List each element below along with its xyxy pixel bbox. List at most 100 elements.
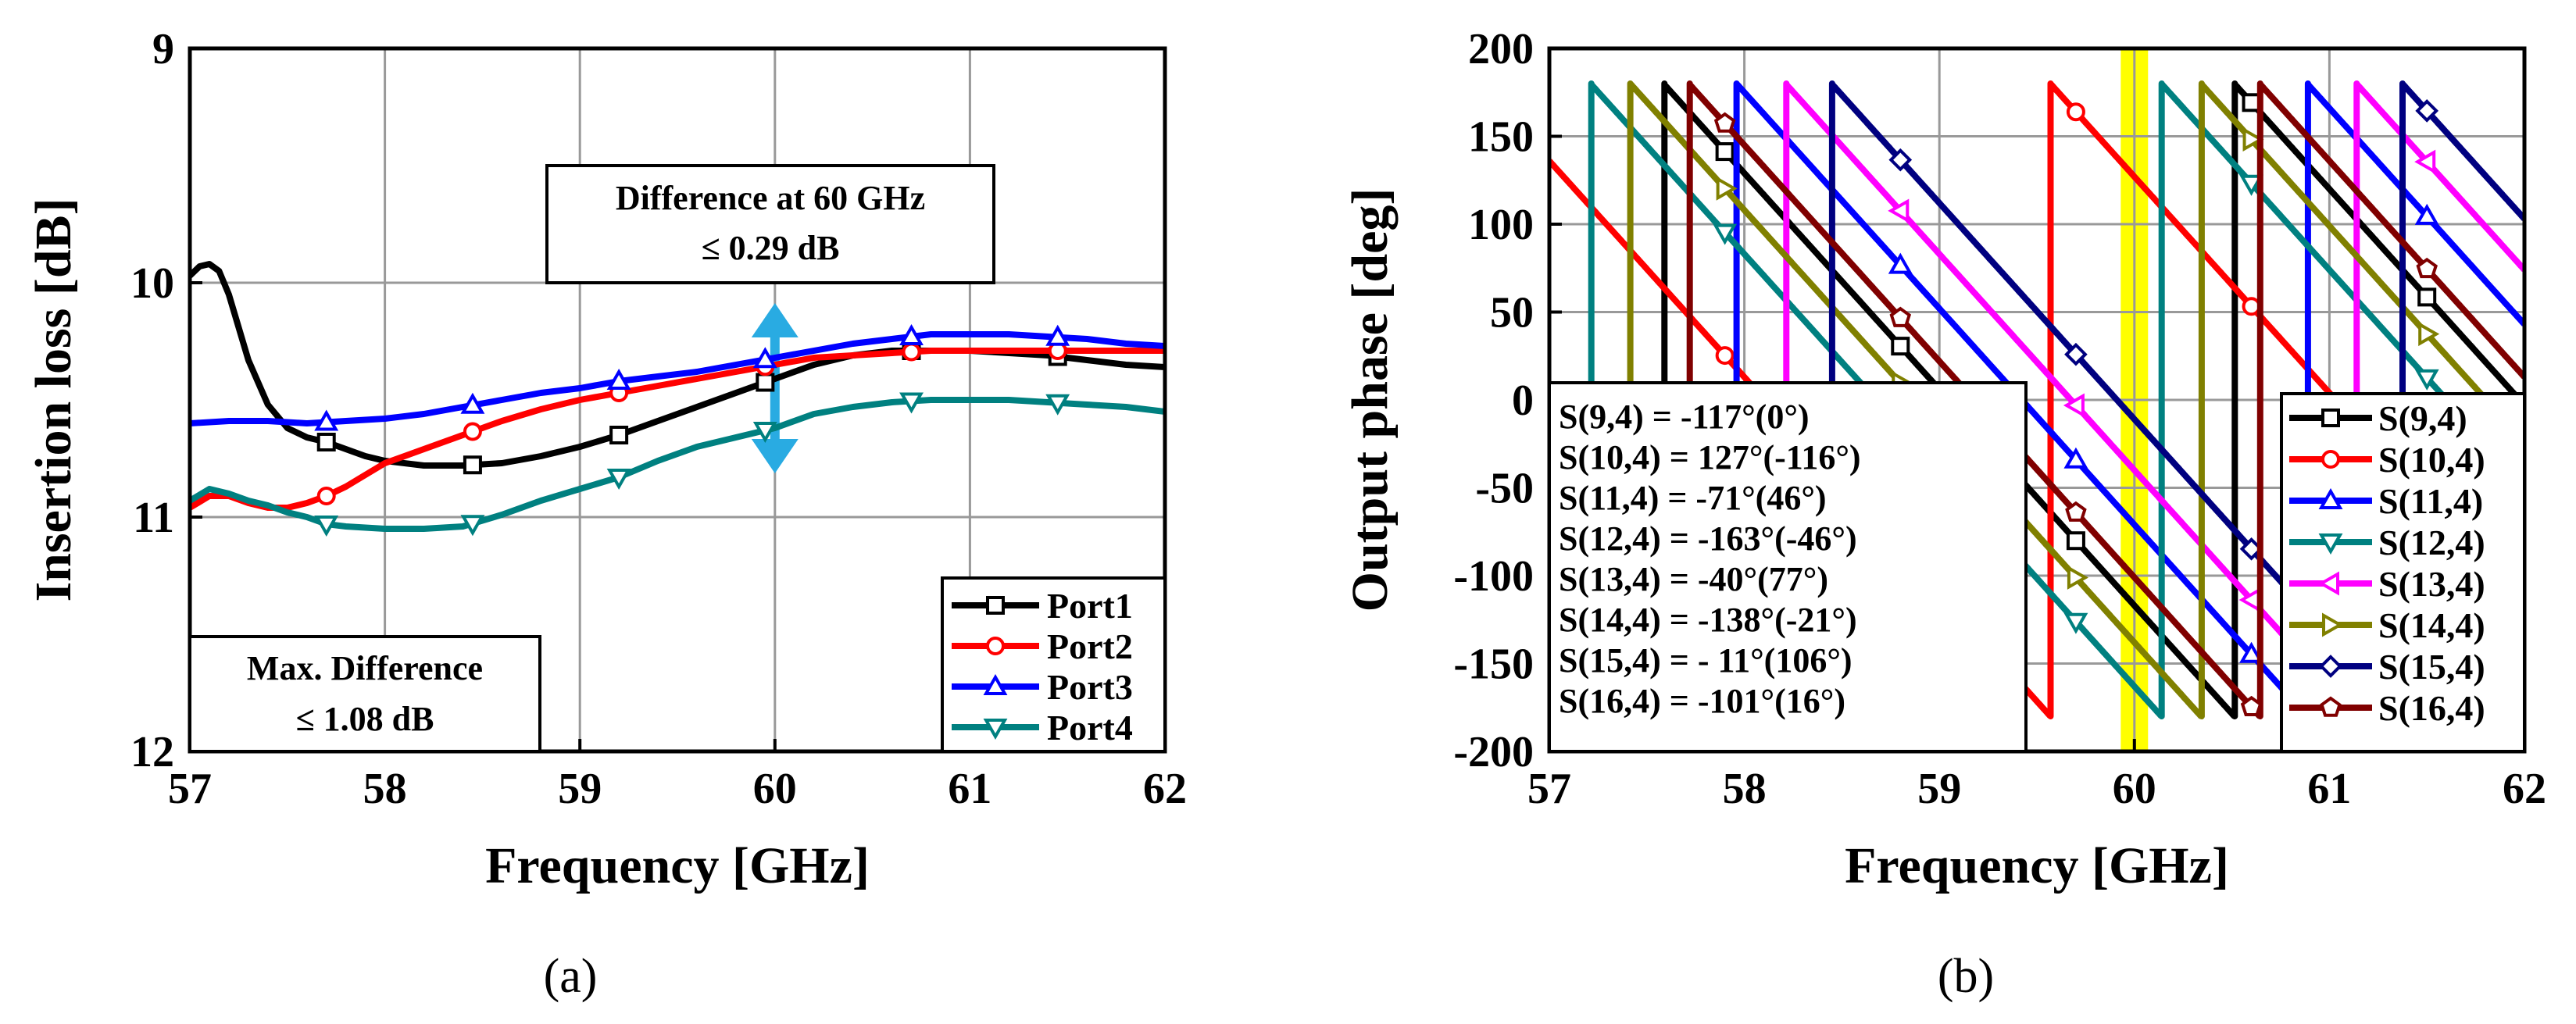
data-point-marker [314, 409, 339, 431]
legend-label: Port1 [1047, 586, 1133, 626]
x-tick-label: 58 [363, 765, 407, 813]
x-tick-label: 61 [2307, 765, 2351, 813]
phase-annotation-line: S(13,4) = -40°(77°) [1559, 560, 1828, 598]
y-tick-label: -150 [1453, 640, 1534, 689]
data-point-marker [316, 487, 336, 505]
data-point-marker [1888, 252, 1913, 274]
series-s-9-4 [1549, 80, 2524, 719]
data-point-marker [2065, 501, 2087, 522]
data-point-marker [1715, 346, 1735, 366]
x-axis-label-a: Frequency [GHz] [485, 837, 870, 894]
data-point-marker [752, 347, 777, 369]
data-point-marker [1713, 112, 1736, 133]
data-point-marker [2414, 203, 2439, 225]
data-point-marker [1889, 306, 1912, 327]
y-ticks-a: 9 10 11 12 [130, 25, 202, 776]
phase-annotation-line: S(9,4) = -117°(0°) [1559, 398, 1810, 436]
data-point-marker [2414, 369, 2439, 391]
y-ticks-b: -200 -150 -100 -50 0 50 100 150 200 [1453, 25, 1562, 776]
data-point-marker [1888, 148, 1913, 172]
panel-label-b: (b) [1938, 950, 1994, 1003]
x-tick-label: 59 [1917, 765, 1961, 813]
legend-label: Port4 [1047, 708, 1133, 747]
y-tick-label: -100 [1453, 552, 1534, 601]
chart-b: -200 -150 -100 -50 0 50 100 150 200 57 58 59 60 61 62… [1342, 25, 2546, 1003]
legend-label: S(15,4) [2378, 647, 2485, 687]
legend-marker [2321, 409, 2340, 427]
data-point-marker [460, 515, 485, 537]
series-line [190, 331, 1165, 426]
y-tick-label: 200 [1468, 25, 1534, 73]
data-point-marker [2066, 102, 2085, 122]
data-point-marker [1045, 394, 1070, 416]
legend-marker [2320, 696, 2342, 717]
series-port4 [190, 392, 1165, 537]
legend-marker [2319, 655, 2342, 678]
phase-annotation-frame [1548, 381, 2028, 753]
y-tick-label: 0 [1512, 376, 1534, 425]
data-point-marker [2063, 393, 2085, 418]
y-tick-label: 12 [130, 728, 174, 776]
data-point-marker [2063, 612, 2088, 634]
x-tick-label: 61 [948, 765, 991, 813]
arrow-head-bottom [751, 439, 799, 473]
chart-a: 9 10 11 12 57 58 59 60 61 62 Difference at 60 GH… [25, 25, 1187, 1003]
annotation-top-line2: ≤ 0.29 dB [702, 229, 840, 267]
legend-label: S(13,4) [2378, 564, 2485, 604]
data-point-marker [1888, 198, 1910, 223]
data-point-marker [1715, 142, 1735, 162]
data-point-marker [314, 516, 339, 537]
x-axis-label-b: Frequency [GHz] [1845, 837, 2229, 894]
series-port3 [190, 323, 1165, 431]
data-point-marker [606, 469, 631, 491]
phase-annotation-line: S(15,4) = - 11°(106°) [1559, 641, 1853, 680]
series-line [1549, 80, 2524, 719]
legend-label: S(16,4) [2378, 688, 2485, 728]
series-line [190, 348, 1165, 511]
data-point-marker [2416, 257, 2438, 279]
y-tick-label: 10 [130, 259, 174, 308]
legend-marker [2318, 487, 2343, 509]
series-line [1549, 80, 2524, 719]
data-point-marker [316, 433, 336, 451]
data-point-marker [2242, 297, 2261, 316]
legend-marker [986, 637, 1005, 655]
x-ticks-b: 57 58 59 60 61 62 [1527, 739, 2546, 813]
legend-box-a [941, 576, 1167, 753]
data-point-marker [2417, 287, 2437, 307]
y-tick-label: -200 [1453, 728, 1534, 776]
phase-annotation-line: S(14,4) = -138°(-21°) [1559, 601, 1857, 639]
data-point-marker [756, 373, 775, 392]
data-point-marker [2240, 695, 2263, 717]
x-tick-label: 58 [1723, 765, 1767, 813]
data-point-marker [2064, 342, 2088, 366]
data-point-marker [752, 422, 777, 444]
data-point-marker [2414, 149, 2436, 174]
annotation-bottom-line1: Max. Difference [247, 649, 483, 687]
legend-box-b [2280, 392, 2526, 753]
x-ticks-a: 57 58 59 60 61 62 [168, 739, 1187, 813]
data-point-marker [606, 368, 631, 390]
panel-label-a: (a) [544, 950, 598, 1003]
legend-marker [2318, 533, 2343, 555]
data-point-marker [1713, 223, 1738, 245]
x-tick-label: 60 [753, 765, 797, 813]
legend-marker [983, 673, 1008, 695]
data-point-marker [899, 323, 924, 345]
y-tick-label: 150 [1468, 113, 1534, 162]
data-point-marker [460, 392, 485, 414]
y-tick-label: 100 [1468, 201, 1534, 249]
y-tick-label: 11 [133, 494, 174, 542]
plot-frame-a [188, 46, 1167, 754]
legend-label: S(11,4) [2378, 481, 2483, 521]
annotation-bottom-a: Max. Difference ≤ 1.08 dB [188, 635, 541, 753]
legend-label: Port2 [1047, 626, 1133, 666]
phase-annotation-line: S(12,4) = -163°(-46°) [1559, 519, 1857, 558]
data-point-marker [2067, 566, 2088, 590]
series-line [1549, 80, 2524, 719]
legend-label: S(14,4) [2378, 605, 2485, 645]
y-axis-label-a: Insertion loss [dB] [25, 198, 82, 601]
legend-marker [986, 596, 1005, 615]
